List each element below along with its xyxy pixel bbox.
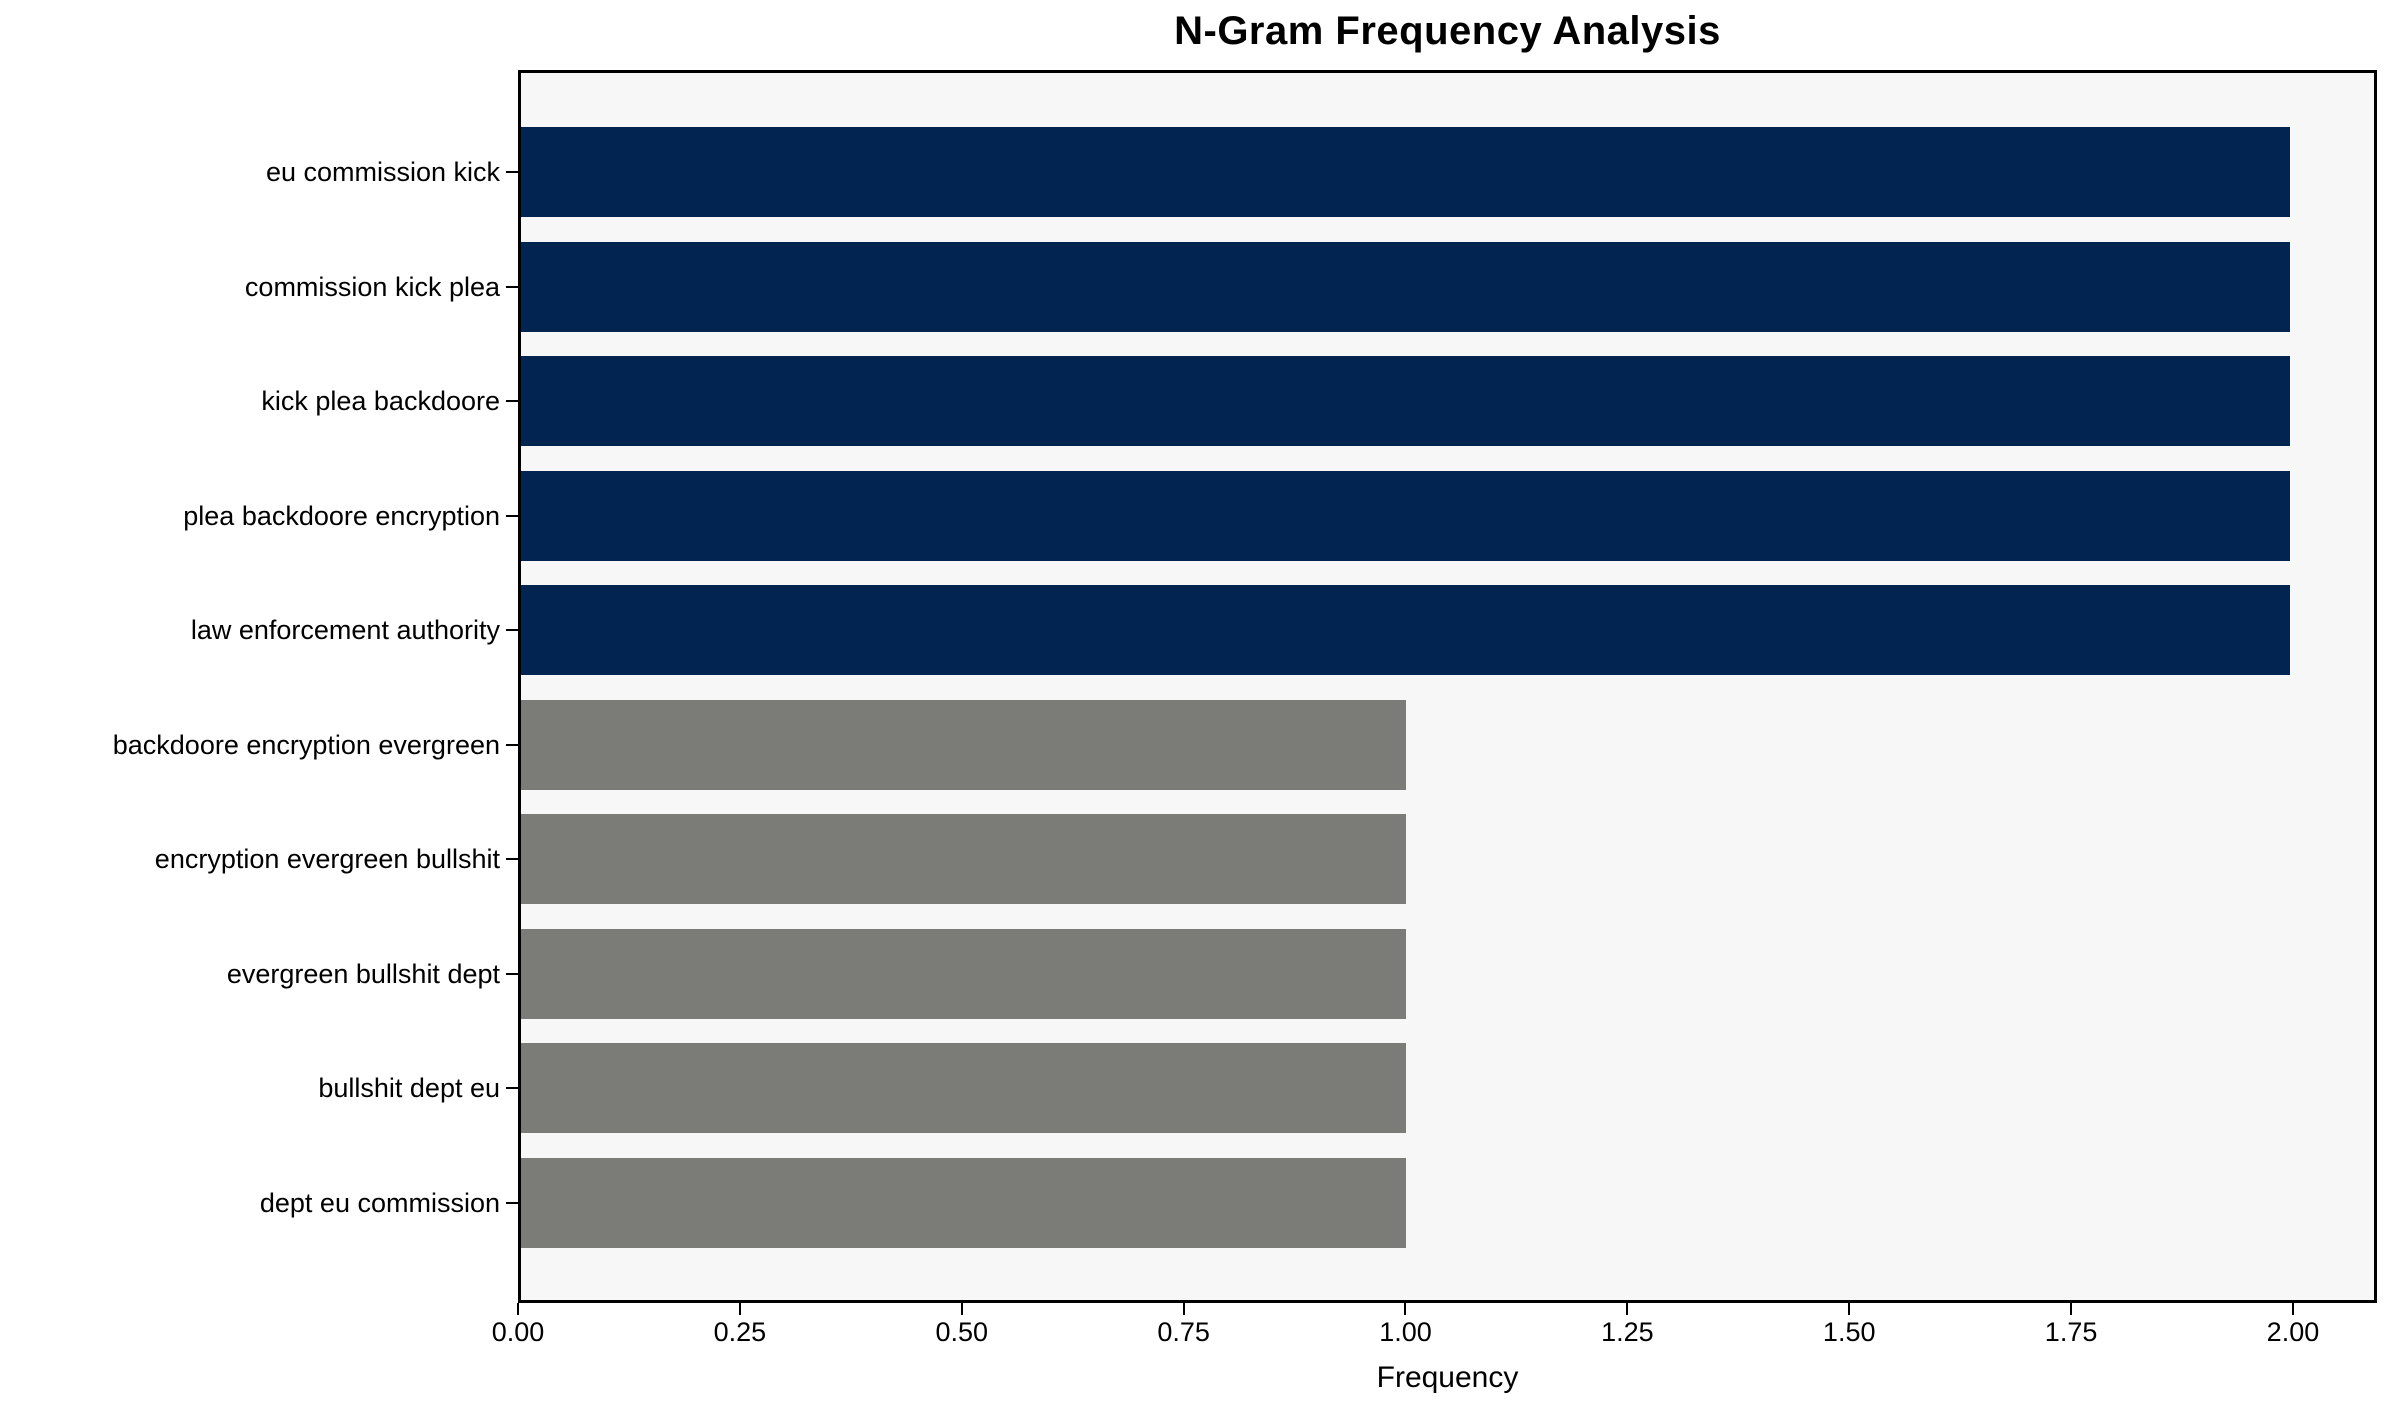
x-tick-mark xyxy=(1182,1303,1185,1315)
plot-area xyxy=(518,70,2377,1303)
x-tick-mark xyxy=(1848,1303,1851,1315)
y-tick-label: backdoore encryption evergreen xyxy=(112,729,500,760)
x-tick-label: 1.25 xyxy=(1601,1317,1654,1347)
bar-evergreen-bullshit-dept xyxy=(521,928,1406,1019)
bar-kick-plea-backdoore xyxy=(521,356,2291,447)
y-tick-label: bullshit dept eu xyxy=(318,1073,500,1104)
y-tick-mark xyxy=(506,858,518,861)
x-tick-label: 0.25 xyxy=(713,1317,767,1347)
x-tick-label: 0.00 xyxy=(491,1317,545,1347)
bar-backdoore-encryption-evergreen xyxy=(521,699,1406,790)
y-tick-label: kick plea backdoore xyxy=(261,386,500,417)
y-tick-label: eu commission kick xyxy=(265,157,500,187)
x-tick-label: 0.75 xyxy=(1157,1317,1210,1347)
y-tick-mark xyxy=(506,629,518,632)
y-tick-mark xyxy=(506,972,518,975)
x-axis-title: Frequency xyxy=(1376,1361,1519,1394)
bar-law-enforcement-authority xyxy=(521,585,2291,676)
x-tick-mark xyxy=(1626,1303,1629,1315)
y-tick-mark xyxy=(506,743,518,746)
y-tick-label: dept eu commission xyxy=(259,1188,500,1219)
x-tick-mark xyxy=(517,1303,519,1315)
y-tick-mark xyxy=(506,1202,518,1205)
y-tick-mark xyxy=(506,514,518,517)
x-tick-mark xyxy=(960,1303,963,1315)
x-tick-mark xyxy=(738,1303,741,1315)
x-tick-mark xyxy=(1404,1303,1407,1315)
x-tick-label: 0.50 xyxy=(935,1317,989,1347)
x-tick-label: 1.00 xyxy=(1379,1317,1432,1347)
y-tick-mark xyxy=(506,171,518,173)
y-tick-label: commission kick plea xyxy=(244,271,500,302)
y-tick-mark xyxy=(506,285,518,288)
x-tick-mark xyxy=(2291,1303,2294,1315)
bar-commission-kick-plea xyxy=(521,241,2291,332)
y-tick-label: evergreen bullshit dept xyxy=(226,958,500,989)
x-tick-label: 1.50 xyxy=(1822,1317,1876,1347)
x-tick-mark xyxy=(2070,1303,2073,1315)
bar-bullshit-dept-eu xyxy=(521,1043,1406,1134)
bar-encryption-evergreen-bullshit xyxy=(521,814,1406,905)
x-tick-label: 2.00 xyxy=(2266,1317,2320,1347)
y-tick-label: law enforcement authority xyxy=(190,615,500,646)
x-tick-label: 1.75 xyxy=(2044,1317,2098,1347)
y-tick-mark xyxy=(506,400,518,403)
y-tick-label: plea backdoore encryption xyxy=(183,500,500,531)
bar-dept-eu-commission xyxy=(521,1158,1406,1249)
bar-plea-backdoore-encryption xyxy=(521,470,2291,561)
bar-eu-commission-kick xyxy=(521,127,2291,217)
y-tick-label: encryption evergreen bullshit xyxy=(154,844,500,875)
chart-title: N-Gram Frequency Analysis xyxy=(1174,9,1721,53)
y-tick-mark xyxy=(506,1087,518,1090)
